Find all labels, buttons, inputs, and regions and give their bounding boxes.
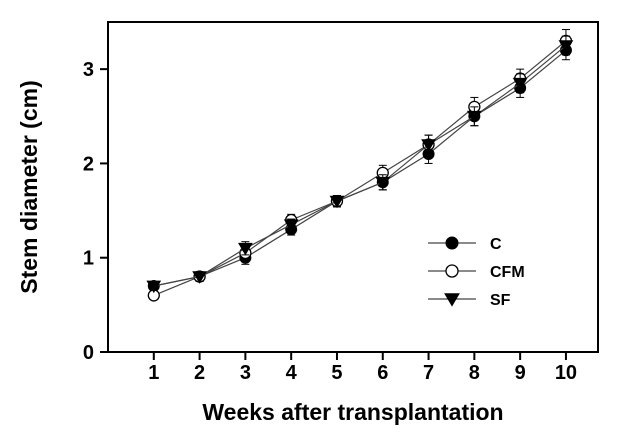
plot-frame bbox=[107, 21, 599, 353]
y-tick-label: 2 bbox=[83, 153, 94, 175]
y-tick-label: 3 bbox=[83, 59, 94, 81]
data-point bbox=[444, 293, 460, 307]
y-axis: 0 1 2 3 bbox=[83, 59, 108, 364]
x-tick-label: 3 bbox=[240, 362, 251, 384]
series-sf bbox=[146, 35, 574, 294]
data-point bbox=[445, 236, 459, 250]
legend: C CFM SF bbox=[428, 236, 525, 309]
x-axis-title: Weeks after transplantation bbox=[202, 399, 503, 425]
data-point bbox=[445, 264, 459, 278]
x-tick-label: 8 bbox=[469, 362, 480, 384]
data-point bbox=[192, 271, 207, 284]
legend-label: SF bbox=[490, 292, 511, 309]
series-cfm bbox=[147, 29, 573, 302]
data-point bbox=[466, 110, 482, 124]
series-line bbox=[153, 49, 567, 287]
series-line bbox=[153, 40, 567, 296]
data-point bbox=[421, 139, 436, 152]
series-c bbox=[147, 40, 572, 292]
legend-item-cfm: CFM bbox=[428, 264, 525, 281]
legend-label: CFM bbox=[490, 264, 525, 281]
x-tick-label: 10 bbox=[555, 362, 577, 384]
x-tick-label: 4 bbox=[286, 362, 298, 384]
data-point bbox=[558, 40, 574, 53]
data-point bbox=[512, 77, 528, 91]
legend-item-c: C bbox=[428, 236, 502, 253]
data-point bbox=[238, 242, 253, 256]
series-line bbox=[153, 45, 567, 287]
legend-item-sf: SF bbox=[428, 292, 511, 309]
series-layer bbox=[146, 29, 574, 302]
x-tick-label: 9 bbox=[515, 362, 526, 384]
data-point bbox=[146, 280, 162, 294]
y-axis-title: Stem diameter (cm) bbox=[16, 80, 42, 293]
x-tick-label: 7 bbox=[423, 362, 434, 384]
data-point bbox=[283, 219, 299, 232]
data-point bbox=[375, 176, 391, 190]
x-tick-label: 1 bbox=[148, 362, 159, 384]
x-tick-label: 5 bbox=[331, 362, 342, 384]
legend-label: C bbox=[490, 236, 502, 253]
y-tick-label: 1 bbox=[83, 248, 94, 270]
x-tick-label: 2 bbox=[194, 362, 205, 384]
y-tick-label: 0 bbox=[83, 342, 94, 364]
x-tick-label: 6 bbox=[377, 362, 388, 384]
x-axis: 1 2 3 4 5 6 7 8 9 10 bbox=[148, 352, 577, 384]
data-point bbox=[329, 195, 345, 209]
